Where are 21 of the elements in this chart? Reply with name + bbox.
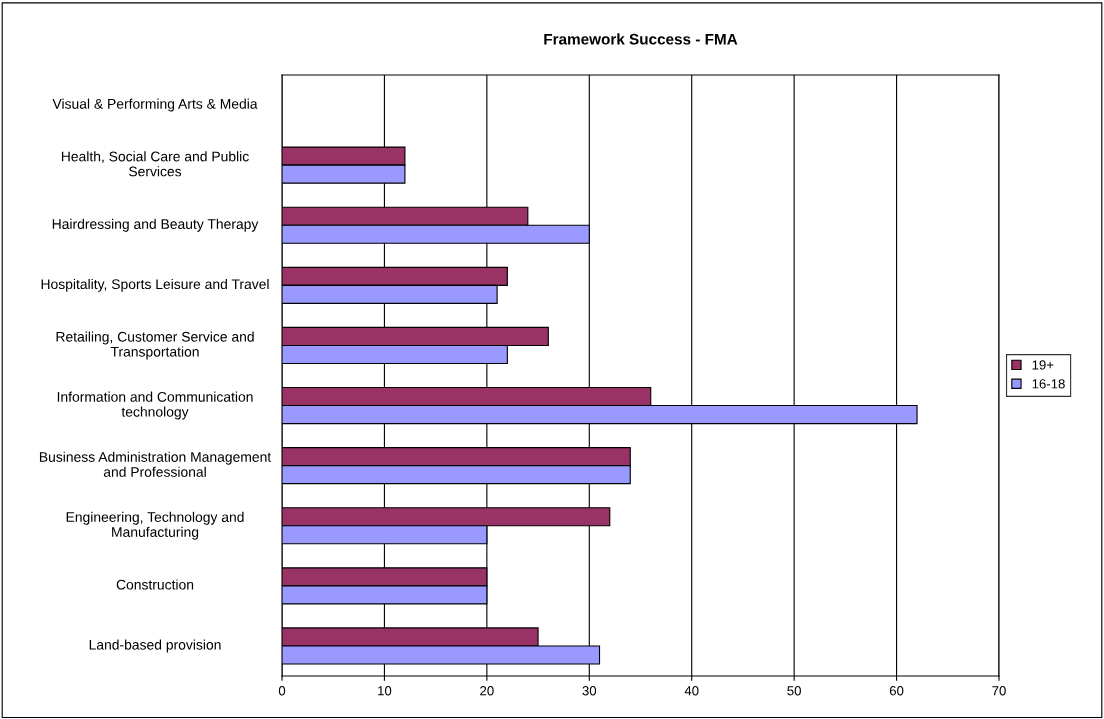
y-tick-label: Land-based provision (89, 639, 221, 653)
y-tick-label: Construction (116, 579, 194, 590)
x-tick-label: 10 (378, 686, 392, 696)
y-tick-label: Health, Social Care and Public Services (61, 151, 249, 177)
y-tick-label: Retailing, Customer Service and Transportation (56, 331, 254, 360)
y-tick-label: Information and Communication technology (57, 391, 253, 420)
x-tick-label: 0 (278, 686, 286, 696)
x-tick-label: 20 (480, 686, 494, 696)
x-tick-label: 50 (787, 686, 801, 696)
chart-title: Framework Success - FMA (544, 33, 738, 45)
legend-label: 16-18 (1032, 379, 1065, 389)
x-tick-label: 70 (992, 686, 1006, 696)
y-tick-label: Visual & Performing Arts & Media (52, 98, 258, 112)
y-tick-label: Engineering, Technology and Manufacturing (66, 511, 244, 540)
x-tick-label: 40 (684, 686, 699, 696)
legend-label: 19+ (1032, 360, 1054, 370)
x-tick-label: 60 (889, 686, 904, 696)
y-tick-label: Hospitality, Sports Leisure and Travel (41, 278, 269, 292)
y-tick-label: Hairdressing and Beauty Therapy (52, 218, 259, 232)
x-tick-label: 30 (582, 686, 597, 696)
y-tick-label: Business Administration Management and Professional (39, 451, 272, 477)
